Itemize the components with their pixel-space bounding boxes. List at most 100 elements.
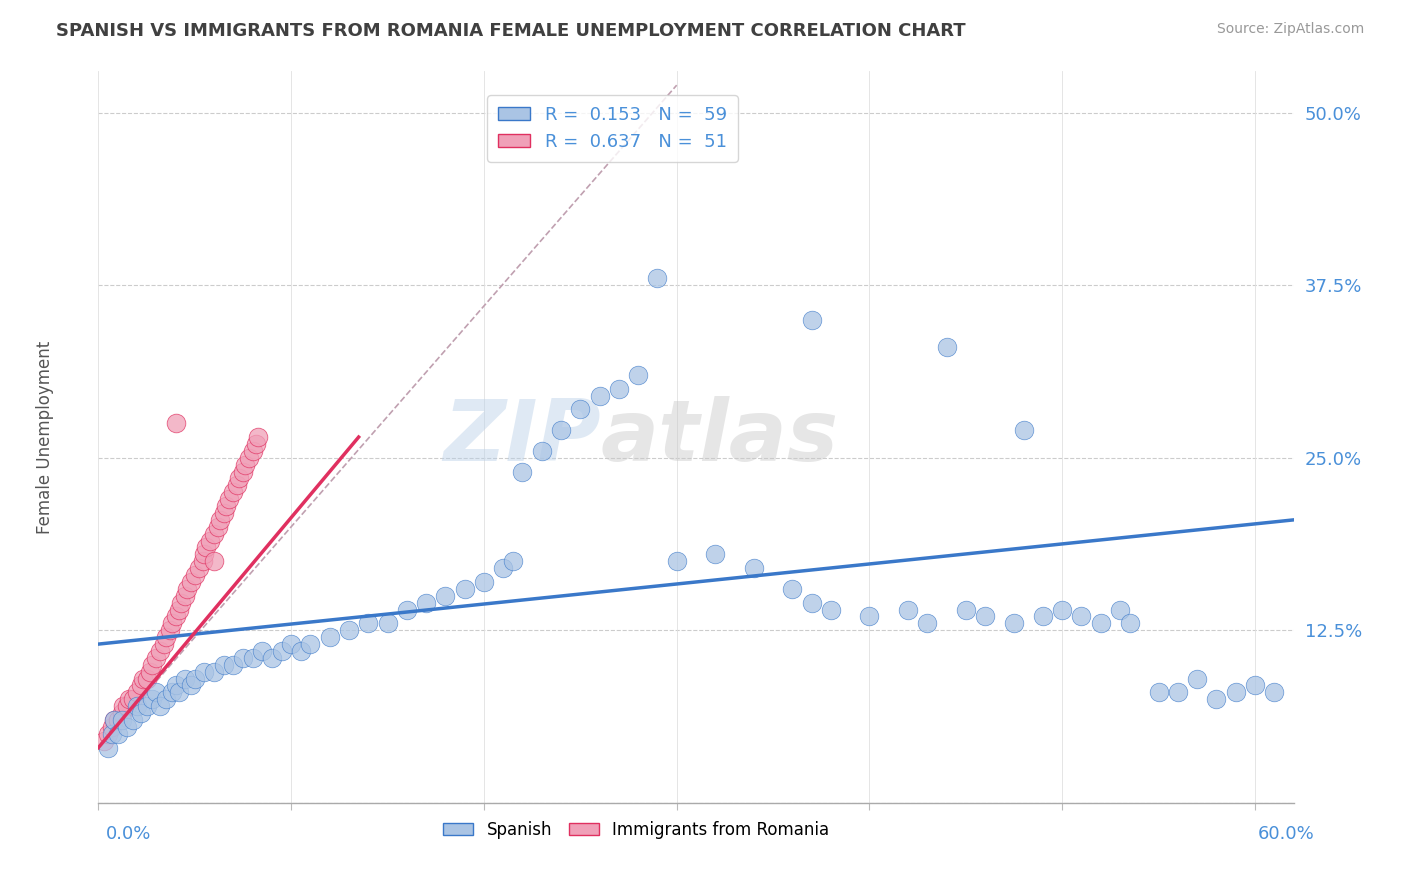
Point — [1244, 678, 1267, 692]
Point — [93, 733, 115, 747]
Point — [233, 458, 256, 472]
Point — [202, 526, 225, 541]
Point — [191, 554, 214, 568]
Point — [208, 513, 231, 527]
Point — [377, 616, 399, 631]
Point — [165, 609, 187, 624]
Point — [132, 672, 155, 686]
Point — [226, 478, 249, 492]
Point — [1263, 685, 1285, 699]
Point — [160, 685, 183, 699]
Point — [170, 596, 193, 610]
Point — [1205, 692, 1227, 706]
Point — [97, 727, 120, 741]
Point — [117, 720, 139, 734]
Point — [195, 541, 218, 555]
Point — [1050, 602, 1073, 616]
Point — [232, 651, 254, 665]
Point — [1090, 616, 1112, 631]
Point — [337, 624, 360, 638]
Point — [742, 561, 765, 575]
Point — [184, 672, 207, 686]
Point — [1167, 685, 1189, 699]
Point — [160, 616, 183, 631]
Point — [1002, 616, 1025, 631]
Point — [1147, 685, 1170, 699]
Point — [242, 651, 264, 665]
Point — [260, 651, 283, 665]
Point — [242, 443, 264, 458]
Point — [550, 423, 572, 437]
Point — [112, 699, 135, 714]
Point — [357, 616, 380, 631]
Point — [299, 637, 322, 651]
Point — [214, 499, 236, 513]
Point — [627, 368, 650, 382]
Point — [107, 713, 129, 727]
Point — [155, 630, 177, 644]
Point — [103, 713, 125, 727]
Text: 0.0%: 0.0% — [105, 825, 150, 843]
Point — [782, 582, 804, 596]
Point — [103, 713, 125, 727]
Point — [110, 706, 132, 720]
Point — [858, 609, 880, 624]
Point — [434, 589, 457, 603]
Point — [207, 520, 229, 534]
Point — [228, 471, 250, 485]
Point — [187, 561, 209, 575]
Point — [222, 485, 245, 500]
Point — [184, 568, 207, 582]
Point — [1012, 423, 1035, 437]
Point — [153, 637, 176, 651]
Point — [101, 720, 124, 734]
Point — [530, 443, 553, 458]
Text: Source: ZipAtlas.com: Source: ZipAtlas.com — [1216, 22, 1364, 37]
Point — [202, 665, 225, 679]
Point — [122, 692, 145, 706]
Point — [165, 417, 187, 431]
Point — [935, 340, 957, 354]
Point — [647, 271, 669, 285]
Point — [270, 644, 292, 658]
Point — [492, 561, 515, 575]
Point — [169, 685, 191, 699]
Text: ZIP: ZIP — [443, 395, 600, 479]
Point — [704, 548, 727, 562]
Point — [800, 312, 823, 326]
Point — [800, 596, 823, 610]
Point — [607, 382, 630, 396]
Point — [110, 713, 132, 727]
Point — [149, 644, 172, 658]
Point — [1109, 602, 1132, 616]
Point — [212, 657, 235, 672]
Point — [202, 554, 225, 568]
Point — [453, 582, 475, 596]
Point — [588, 389, 610, 403]
Point — [238, 450, 260, 465]
Point — [955, 602, 977, 616]
Point — [180, 678, 202, 692]
Point — [665, 554, 688, 568]
Point — [193, 665, 215, 679]
Point — [415, 596, 437, 610]
Point — [141, 657, 163, 672]
Point — [280, 637, 302, 651]
Point — [141, 692, 163, 706]
Point — [118, 692, 141, 706]
Point — [174, 589, 197, 603]
Point — [512, 465, 534, 479]
Point — [176, 582, 198, 596]
Point — [139, 665, 162, 679]
Point — [245, 437, 267, 451]
Point — [122, 713, 145, 727]
Point — [252, 644, 274, 658]
Point — [180, 574, 202, 589]
Point — [149, 699, 172, 714]
Point — [107, 727, 129, 741]
Point — [145, 685, 167, 699]
Point — [129, 706, 152, 720]
Text: SPANISH VS IMMIGRANTS FROM ROMANIA FEMALE UNEMPLOYMENT CORRELATION CHART: SPANISH VS IMMIGRANTS FROM ROMANIA FEMAL… — [56, 22, 966, 40]
Point — [159, 624, 181, 638]
Point — [135, 699, 157, 714]
